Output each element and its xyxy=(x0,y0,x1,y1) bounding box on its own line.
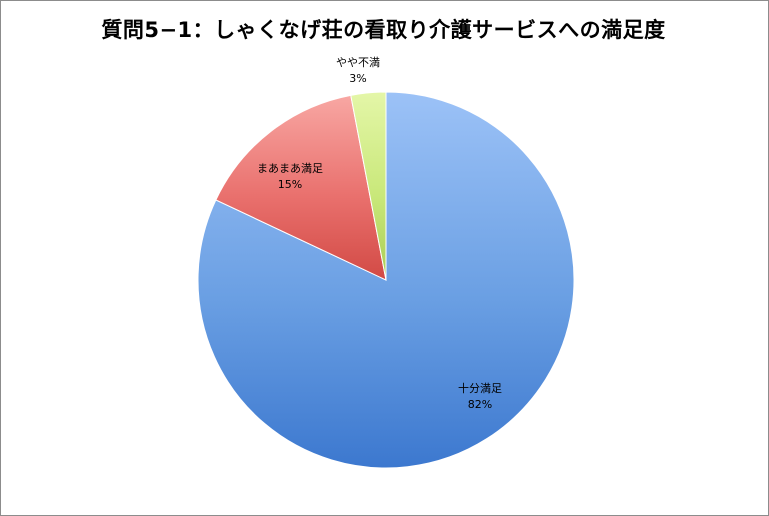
chart-title: 質問5−1：しゃくなげ荘の看取り介護サービスへの満足度 xyxy=(101,18,666,42)
slice-value-label: 15% xyxy=(278,178,302,191)
pie-slice xyxy=(350,91,387,281)
slice-value-label: 3% xyxy=(349,72,366,85)
slice-label: 十分満足 xyxy=(458,381,502,395)
pie-slice xyxy=(215,94,387,281)
slice-value-label: 82% xyxy=(468,398,492,411)
slice-label: まあまあ満足 xyxy=(257,162,323,175)
slice-label: やや不満 xyxy=(336,56,380,69)
